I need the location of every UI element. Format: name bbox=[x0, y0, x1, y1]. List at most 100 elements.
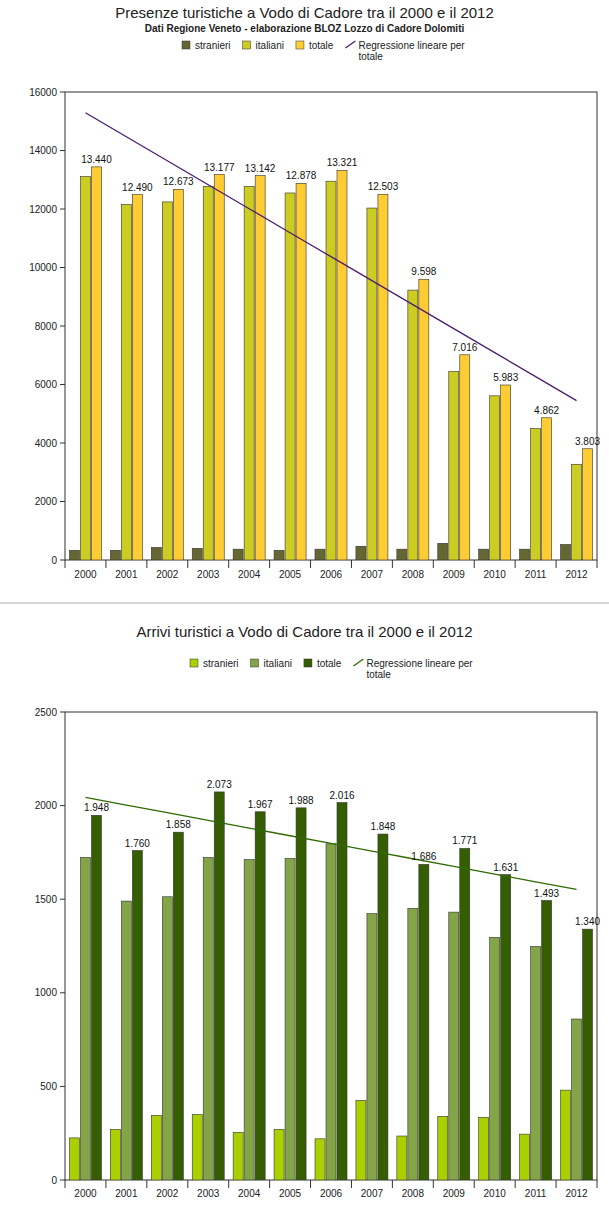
x-tick-label: 2002 bbox=[156, 569, 179, 580]
data-label: 12.490 bbox=[122, 182, 153, 193]
data-label: 1.631 bbox=[493, 862, 518, 873]
x-tick bbox=[228, 560, 229, 568]
legend: stranieriitalianitotaleRegressione linea… bbox=[190, 658, 473, 680]
legend-swatch bbox=[251, 659, 259, 667]
data-label: 13.440 bbox=[81, 154, 112, 165]
data-label: 1.967 bbox=[248, 799, 273, 810]
x-tick bbox=[433, 560, 434, 568]
x-tick-label: 2008 bbox=[402, 1188, 425, 1199]
bar bbox=[162, 897, 172, 1180]
y-tick-label: 2500 bbox=[35, 707, 58, 718]
y-tick-label: 14000 bbox=[29, 145, 57, 156]
bar bbox=[561, 1090, 571, 1180]
x-tick bbox=[392, 560, 393, 568]
x-tick-label: 2001 bbox=[115, 569, 138, 580]
x-tick-label: 2005 bbox=[279, 569, 302, 580]
bar bbox=[214, 792, 224, 1180]
x-tick bbox=[433, 1180, 434, 1188]
bar bbox=[69, 1138, 79, 1180]
bar bbox=[397, 549, 407, 560]
data-label: 12.878 bbox=[286, 170, 317, 181]
bar bbox=[121, 204, 131, 560]
x-tick bbox=[269, 560, 270, 568]
y-tick bbox=[60, 267, 65, 268]
y-tick bbox=[60, 92, 65, 93]
trend-line bbox=[85, 797, 576, 889]
x-tick bbox=[269, 1180, 270, 1188]
bar bbox=[255, 176, 265, 560]
marks bbox=[69, 113, 592, 560]
bar bbox=[542, 418, 552, 560]
y-tick-label: 1500 bbox=[35, 894, 58, 905]
x-tick bbox=[474, 1180, 475, 1188]
title: Arrivi turistici a Vodo di Cadore tra il… bbox=[136, 623, 472, 640]
x-tick-label: 2001 bbox=[115, 1188, 138, 1199]
x-tick bbox=[228, 1180, 229, 1188]
legend-swatch bbox=[243, 41, 251, 49]
x-tick-label: 2011 bbox=[525, 1188, 547, 1199]
data-label: 1.948 bbox=[84, 802, 109, 813]
bar bbox=[397, 1136, 407, 1180]
bar bbox=[531, 946, 541, 1180]
data-label: 12.503 bbox=[368, 181, 399, 192]
bar bbox=[192, 1114, 202, 1180]
data-label: 7.016 bbox=[452, 342, 477, 353]
x-tick-label: 2004 bbox=[238, 569, 261, 580]
bar bbox=[337, 170, 347, 560]
x-tick-label: 2004 bbox=[238, 1188, 261, 1199]
bar bbox=[69, 550, 79, 560]
bar bbox=[583, 929, 593, 1180]
bar bbox=[173, 832, 183, 1180]
x-tick bbox=[187, 1180, 188, 1188]
x-tick-label: 2007 bbox=[361, 1188, 384, 1199]
bar bbox=[408, 908, 418, 1180]
x-tick bbox=[351, 1180, 352, 1188]
y-tick-label: 16000 bbox=[29, 87, 57, 98]
bar bbox=[542, 901, 552, 1180]
bar bbox=[233, 549, 243, 560]
y-tick-label: 6000 bbox=[35, 379, 58, 390]
bar bbox=[151, 547, 161, 560]
legend-label: italiani bbox=[256, 40, 284, 51]
bar bbox=[378, 834, 388, 1180]
x-tick bbox=[65, 560, 66, 568]
bar bbox=[356, 546, 366, 560]
x-tick bbox=[474, 560, 475, 568]
bar bbox=[501, 385, 511, 560]
legend-label: totale bbox=[317, 658, 342, 669]
legend-label: totale bbox=[309, 40, 334, 51]
y-tick bbox=[60, 150, 65, 151]
bar bbox=[501, 875, 511, 1180]
y-tick-label: 500 bbox=[40, 1081, 57, 1092]
bar bbox=[326, 844, 336, 1180]
bar bbox=[315, 1139, 325, 1180]
bar bbox=[572, 464, 582, 560]
y-tick bbox=[60, 560, 65, 561]
bar bbox=[244, 186, 254, 560]
data-label: 13.142 bbox=[245, 163, 276, 174]
trend-line bbox=[85, 113, 576, 401]
bar bbox=[520, 1134, 530, 1180]
x-tick bbox=[515, 560, 516, 568]
bar bbox=[438, 543, 448, 560]
legend-swatch bbox=[353, 659, 363, 666]
x-tick-label: 2012 bbox=[565, 569, 588, 580]
x-tick bbox=[146, 1180, 147, 1188]
x-tick-label: 2007 bbox=[361, 569, 384, 580]
bar bbox=[173, 189, 183, 560]
x-tick-label: 2005 bbox=[279, 1188, 302, 1199]
y-tick-label: 0 bbox=[51, 1175, 57, 1186]
bar bbox=[460, 355, 470, 560]
x-tick-label: 2011 bbox=[525, 569, 547, 580]
legend-swatch bbox=[182, 41, 190, 49]
bar bbox=[479, 549, 489, 560]
x-tick bbox=[351, 560, 352, 568]
x-tick bbox=[556, 560, 557, 568]
x-tick-label: 2002 bbox=[156, 1188, 179, 1199]
bar bbox=[315, 549, 325, 560]
y-tick bbox=[60, 209, 65, 210]
bar bbox=[326, 181, 336, 560]
data-label: 1.686 bbox=[411, 851, 436, 862]
bar bbox=[91, 815, 101, 1180]
data-label: 2.073 bbox=[207, 779, 232, 790]
